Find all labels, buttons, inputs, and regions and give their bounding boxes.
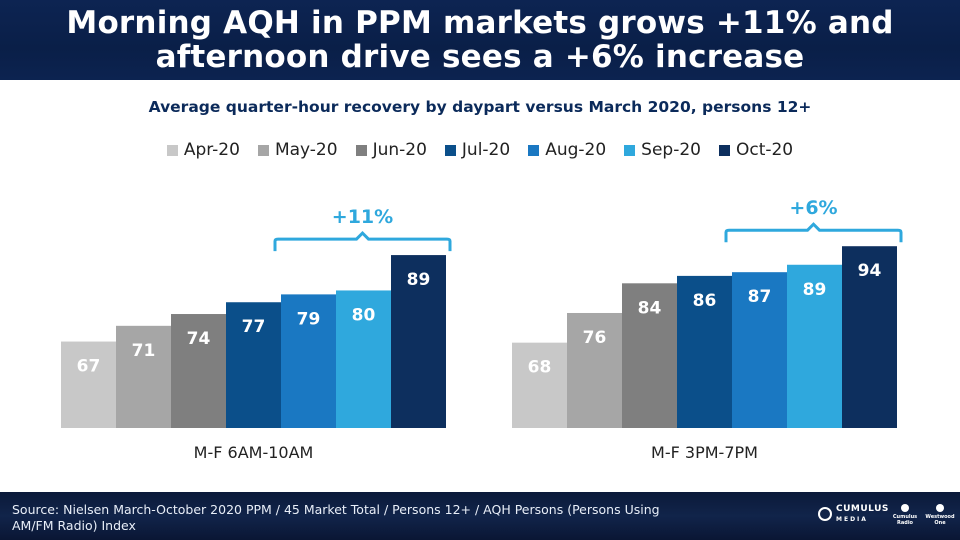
- legend-item: Sep-20: [624, 140, 701, 160]
- annotation-label: +11%: [332, 206, 393, 228]
- chart-title: Average quarter-hour recovery by daypart…: [148, 98, 812, 116]
- title-banner: Morning AQH in PPM markets grows +11% an…: [0, 0, 960, 80]
- legend-swatch: [166, 144, 178, 156]
- chart-legend: Apr-20 May-20 Jun-20 Jul-20 Aug-20 Sep-20 Oct-…: [0, 140, 960, 160]
- bar-may-20-0: [116, 325, 171, 428]
- data-label: 87: [748, 287, 772, 307]
- cumulus-logo: CUMULUS MEDIA: [818, 504, 889, 524]
- bar-oct-20-1: [842, 246, 897, 428]
- data-label: 86: [693, 291, 717, 311]
- legend-swatch: [528, 144, 540, 156]
- data-label: 71: [132, 341, 156, 361]
- legend-label: May-20: [274, 140, 338, 160]
- page-title: Morning AQH in PPM markets grows +11% an…: [0, 6, 960, 74]
- bar-may-20-1: [567, 312, 622, 428]
- legend-label: Apr-20: [183, 140, 240, 160]
- legend-swatch: [355, 144, 367, 156]
- cumulus-radio-icon: [901, 504, 909, 512]
- data-label: 76: [583, 328, 607, 348]
- legend-item: Aug-20: [528, 140, 606, 160]
- bar-aug-20-0: [281, 294, 336, 428]
- title-line-2: afternoon drive sees a +6% increase: [155, 39, 805, 75]
- legend-swatch: [718, 144, 730, 156]
- legend-label: Aug-20: [545, 140, 607, 160]
- cumulus-logo-icon: [818, 507, 832, 521]
- legend-label: Jul-20: [461, 140, 511, 160]
- bar-sep-20-0: [336, 290, 391, 428]
- source-line-2: AM/FM Radio) Index: [12, 518, 136, 533]
- westwood-one-icon: [936, 504, 944, 512]
- category-label: M-F 6AM-10AM: [194, 443, 314, 462]
- legend-item: Apr-20: [166, 140, 240, 160]
- annotation-label: +6%: [789, 197, 837, 219]
- data-label: 74: [187, 329, 211, 349]
- bar-aug-20-1: [732, 272, 787, 428]
- bar-jun-20-0: [171, 314, 226, 428]
- bar-apr-20-1: [512, 342, 567, 428]
- data-label: 79: [297, 309, 321, 329]
- bar-sep-20-1: [787, 264, 842, 428]
- cumulus-radio-logo: Cumulus Radio: [888, 504, 922, 526]
- footer-bar: Source: Nielsen March-October 2020 PPM /…: [0, 492, 960, 540]
- bar-apr-20-0: [61, 341, 116, 428]
- legend-item: Jun-20: [355, 140, 427, 160]
- bar-oct-20-0: [391, 255, 446, 428]
- legend-swatch: [624, 144, 636, 156]
- title-line-1: Morning AQH in PPM markets grows +11% an…: [66, 5, 894, 41]
- data-label: 80: [352, 305, 376, 325]
- data-label: 77: [242, 317, 266, 337]
- bar-jun-20-1: [622, 283, 677, 428]
- category-label: M-F 3PM-7PM: [651, 443, 758, 462]
- legend-label: Sep-20: [641, 140, 701, 160]
- annotation-bracket: [724, 222, 903, 243]
- cumulus-logo-text: CUMULUS MEDIA: [836, 504, 889, 523]
- legend-swatch: [257, 144, 269, 156]
- data-label: 94: [858, 261, 882, 281]
- legend-item: Jul-20: [444, 140, 511, 160]
- legend-item: May-20: [257, 140, 338, 160]
- data-label: 68: [528, 358, 552, 378]
- data-label: 67: [77, 357, 101, 377]
- data-label: 84: [638, 298, 662, 318]
- bar-jul-20-0: [226, 302, 281, 428]
- bar-jul-20-1: [677, 275, 732, 428]
- source-line-1: Source: Nielsen March-October 2020 PPM /…: [12, 502, 660, 517]
- data-label: 89: [407, 270, 431, 290]
- legend-label: Oct-20: [735, 140, 794, 160]
- westwood-one-logo: Westwood One: [924, 504, 956, 526]
- legend-label: Jun-20: [372, 140, 427, 160]
- annotation-bracket: [273, 230, 452, 252]
- data-label: 89: [803, 280, 827, 300]
- legend-swatch: [444, 144, 456, 156]
- source-note: Source: Nielsen March-October 2020 PPM /…: [12, 502, 692, 534]
- legend-item: Oct-20: [718, 140, 794, 160]
